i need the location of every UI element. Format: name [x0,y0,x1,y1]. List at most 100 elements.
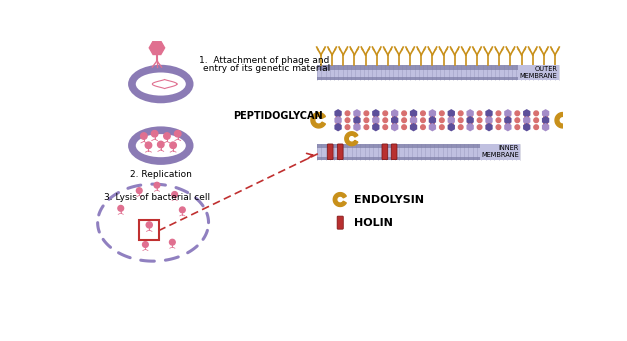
Circle shape [336,121,340,124]
Polygon shape [353,109,361,118]
Circle shape [170,142,176,149]
Polygon shape [410,123,417,131]
Ellipse shape [128,127,194,165]
Polygon shape [523,109,530,118]
Circle shape [506,114,510,118]
Bar [317,157,520,160]
Polygon shape [334,109,342,118]
Polygon shape [429,116,436,124]
Polygon shape [429,123,436,131]
Circle shape [402,111,406,116]
Circle shape [544,114,547,118]
Circle shape [525,123,529,127]
FancyBboxPatch shape [337,216,344,229]
Circle shape [544,123,547,127]
Circle shape [355,121,359,124]
Bar [317,65,559,70]
Circle shape [450,123,453,127]
Circle shape [355,114,359,118]
Circle shape [383,111,387,116]
Circle shape [174,131,181,137]
Polygon shape [555,113,569,128]
Text: 1.  Attachment of phage and: 1. Attachment of phage and [199,56,330,64]
Polygon shape [391,116,398,124]
Circle shape [487,116,491,120]
Circle shape [411,116,416,120]
Ellipse shape [136,73,186,95]
Circle shape [440,118,444,122]
Polygon shape [372,123,379,131]
Circle shape [336,116,340,120]
Circle shape [164,133,170,139]
Circle shape [458,125,463,130]
Circle shape [534,118,539,122]
Circle shape [146,222,152,228]
Circle shape [496,118,501,122]
Polygon shape [149,41,165,55]
Text: OUTER
MEMBRANE: OUTER MEMBRANE [520,66,557,79]
Circle shape [411,123,416,127]
Circle shape [345,118,350,122]
Polygon shape [410,116,417,124]
Circle shape [169,239,175,245]
Circle shape [145,142,152,149]
Circle shape [393,116,397,120]
Polygon shape [372,116,379,124]
Circle shape [421,111,425,116]
Text: HOLIN: HOLIN [354,218,393,228]
Circle shape [364,118,369,122]
Text: entry of its genetic material: entry of its genetic material [203,64,330,73]
Polygon shape [353,123,361,131]
Circle shape [515,125,520,130]
Circle shape [525,121,529,124]
Bar [317,77,559,80]
Circle shape [345,125,350,130]
Circle shape [336,114,340,118]
Circle shape [431,123,435,127]
Circle shape [421,118,425,122]
Circle shape [468,121,472,124]
Polygon shape [466,109,474,118]
Circle shape [487,114,491,118]
Circle shape [525,116,529,120]
Circle shape [544,116,547,120]
Text: PEPTIDOGLYCAN: PEPTIDOGLYCAN [233,112,322,121]
Circle shape [458,111,463,116]
Polygon shape [345,132,358,146]
Circle shape [515,111,520,116]
Circle shape [534,125,539,130]
Polygon shape [542,109,549,118]
Circle shape [393,123,397,127]
Polygon shape [353,116,361,124]
Circle shape [355,123,359,127]
Circle shape [402,125,406,130]
Circle shape [468,116,472,120]
Circle shape [450,121,453,124]
Polygon shape [448,109,455,118]
Circle shape [345,111,350,116]
Circle shape [336,123,340,127]
Polygon shape [429,109,436,118]
Circle shape [506,123,510,127]
Circle shape [450,114,453,118]
Circle shape [140,133,147,139]
Circle shape [496,125,501,130]
Circle shape [402,118,406,122]
Bar [317,144,520,160]
FancyBboxPatch shape [382,144,387,160]
Polygon shape [542,116,549,124]
Circle shape [421,125,425,130]
Polygon shape [504,123,512,131]
Circle shape [506,121,510,124]
Circle shape [374,123,377,127]
Circle shape [534,111,539,116]
Polygon shape [410,109,417,118]
Circle shape [487,123,491,127]
Polygon shape [523,116,530,124]
Bar [317,144,520,148]
Circle shape [450,116,453,120]
Circle shape [374,121,377,124]
Circle shape [431,116,435,120]
Circle shape [172,192,177,197]
Circle shape [142,242,148,247]
